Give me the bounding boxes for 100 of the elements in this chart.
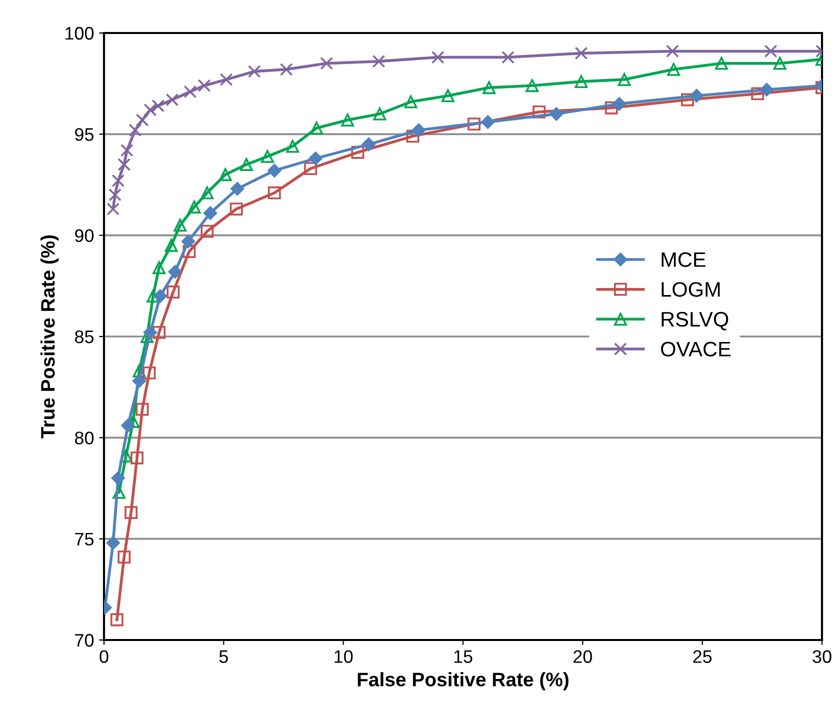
point <box>200 186 214 200</box>
point <box>406 130 420 143</box>
point <box>773 56 786 70</box>
point <box>136 114 149 126</box>
point <box>174 218 187 232</box>
point <box>441 89 454 102</box>
point <box>681 93 694 106</box>
point <box>351 146 364 159</box>
point <box>124 506 138 519</box>
point <box>200 224 214 238</box>
point <box>550 107 564 121</box>
point <box>667 62 680 76</box>
legend-label: LOGM <box>662 282 720 297</box>
point <box>203 206 218 220</box>
point <box>341 114 354 126</box>
point <box>152 261 166 274</box>
x-axis-title: False Positive Rate (%) <box>358 672 568 690</box>
point <box>304 162 318 176</box>
point <box>142 366 156 380</box>
point <box>715 56 728 70</box>
point <box>111 471 125 485</box>
y-tick-label: 85 <box>74 330 94 344</box>
point <box>268 164 282 178</box>
point <box>166 93 179 106</box>
point <box>431 50 444 64</box>
point <box>320 56 334 70</box>
point <box>481 115 495 129</box>
point <box>120 449 132 462</box>
point <box>130 451 144 464</box>
point <box>220 73 233 86</box>
y-tick-label: 80 <box>74 432 94 444</box>
x-tick-label: 0 <box>100 650 108 663</box>
point <box>218 168 232 182</box>
point <box>136 402 149 416</box>
x-tick-label: 15 <box>454 650 472 663</box>
point <box>132 374 146 388</box>
point <box>128 124 142 137</box>
point <box>310 122 323 135</box>
point <box>690 88 704 103</box>
point <box>261 150 274 163</box>
point <box>612 97 626 111</box>
point <box>112 486 126 499</box>
point <box>112 174 125 188</box>
point <box>143 326 157 340</box>
point <box>404 95 418 108</box>
y-tick-label: 70 <box>75 634 94 647</box>
point <box>106 202 120 216</box>
legend-label: OVACE <box>661 342 731 356</box>
point <box>286 140 300 153</box>
point <box>181 234 196 248</box>
point <box>182 245 196 258</box>
y-tick-label: 95 <box>75 128 94 141</box>
point <box>502 50 514 64</box>
x-tick-label: 30 <box>812 650 832 663</box>
point <box>764 44 778 58</box>
y-tick-label: 75 <box>75 532 94 546</box>
point <box>526 79 539 92</box>
point <box>482 81 496 94</box>
point <box>120 144 134 157</box>
point <box>280 62 293 76</box>
x-tick-label: 20 <box>574 650 592 663</box>
point <box>532 105 546 118</box>
point <box>118 158 131 171</box>
point <box>666 44 679 58</box>
point <box>308 152 322 166</box>
point <box>248 64 261 78</box>
x-tick-label: 25 <box>693 650 712 663</box>
point <box>168 264 182 279</box>
point <box>108 188 122 202</box>
point <box>604 101 618 114</box>
point <box>152 99 165 112</box>
x-tick-label: 10 <box>334 650 353 663</box>
point <box>230 182 244 196</box>
point <box>412 123 426 137</box>
point <box>760 82 774 96</box>
point <box>106 536 120 550</box>
point <box>574 75 588 88</box>
y-tick-label: 100 <box>66 26 94 40</box>
point <box>373 107 386 120</box>
point <box>121 418 135 432</box>
legend-label: RSLVQ <box>662 312 728 330</box>
point <box>618 73 631 86</box>
point <box>152 326 166 339</box>
point <box>184 85 197 98</box>
point <box>230 202 243 216</box>
x-tick-label: 5 <box>219 650 228 663</box>
point <box>166 286 180 298</box>
point <box>372 54 386 68</box>
point <box>574 46 588 60</box>
point <box>118 550 131 564</box>
point <box>110 613 124 626</box>
y-axis-title: True Positive Rate (%) <box>40 235 59 438</box>
point <box>751 87 764 100</box>
point <box>240 158 253 171</box>
point <box>153 289 168 303</box>
point <box>198 79 211 92</box>
point <box>164 238 178 252</box>
point <box>188 200 201 214</box>
point <box>144 103 157 116</box>
legend-label: MCE <box>662 252 706 267</box>
